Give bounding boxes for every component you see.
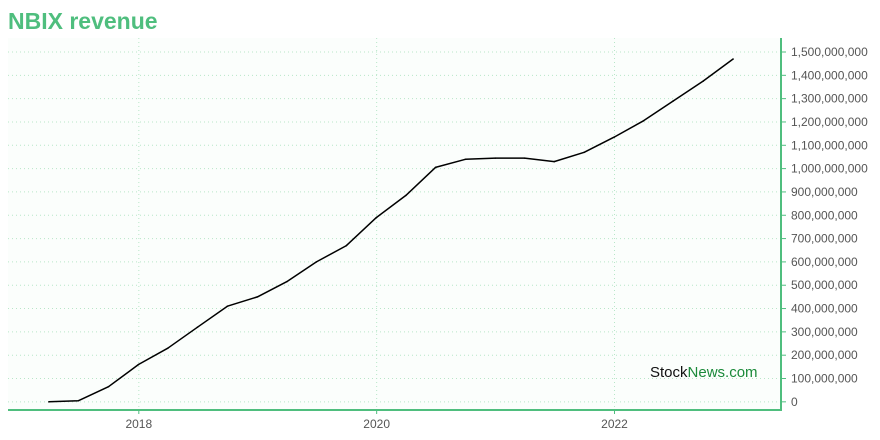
data-point: [613, 136, 615, 138]
y-tick-label: 100,000,000: [791, 372, 858, 386]
y-tick-label: 200,000,000: [791, 348, 858, 362]
data-point: [48, 401, 50, 403]
data-point: [375, 216, 378, 219]
data-point: [464, 158, 467, 161]
data-point: [345, 244, 348, 247]
y-tick-label: 400,000,000: [791, 302, 858, 316]
y-tick-label: 1,500,000,000: [791, 45, 868, 59]
y-tick-label: 800,000,000: [791, 208, 858, 222]
x-tick-label: 2022: [601, 417, 628, 431]
data-point: [167, 347, 169, 349]
data-point: [702, 80, 704, 82]
y-tick-label: 0: [791, 395, 798, 409]
data-point: [256, 296, 259, 298]
series-line-0: [48, 58, 734, 403]
data-point: [196, 326, 199, 329]
y-tick-label: 600,000,000: [791, 255, 858, 269]
y-tick-label: 300,000,000: [791, 325, 858, 339]
x-tick-label: 2018: [125, 417, 152, 431]
plot-area: [8, 38, 781, 410]
data-point: [642, 119, 645, 122]
stocknews-watermark: StockNews.com: [650, 364, 758, 381]
y-tick-label: 700,000,000: [791, 232, 858, 246]
data-point: [107, 385, 110, 388]
data-point: [315, 261, 318, 263]
data-point: [583, 151, 586, 154]
y-tick-label: 900,000,000: [791, 185, 858, 199]
data-point: [226, 305, 229, 308]
y-tick-label: 500,000,000: [791, 278, 858, 292]
data-point: [285, 280, 288, 283]
y-tick-label: 1,100,000,000: [791, 138, 868, 152]
data-point: [137, 363, 140, 366]
watermark-part-2: News.com: [687, 364, 758, 381]
chart-title: NBIX revenue: [8, 8, 158, 34]
data-point: [494, 157, 497, 159]
data-point: [553, 160, 556, 163]
data-point: [732, 58, 734, 60]
x-tick-label: 2020: [363, 417, 390, 431]
data-point: [672, 100, 674, 102]
watermark-part-1: Stock: [650, 364, 688, 381]
data-point: [77, 399, 80, 402]
y-tick-label: 1,400,000,000: [791, 68, 868, 82]
y-tick-label: 1,000,000,000: [791, 162, 868, 176]
y-tick-label: 1,200,000,000: [791, 115, 868, 129]
data-point: [523, 157, 526, 159]
data-point: [405, 194, 407, 197]
y-tick-label: 1,300,000,000: [791, 92, 868, 106]
data-point: [434, 166, 437, 169]
